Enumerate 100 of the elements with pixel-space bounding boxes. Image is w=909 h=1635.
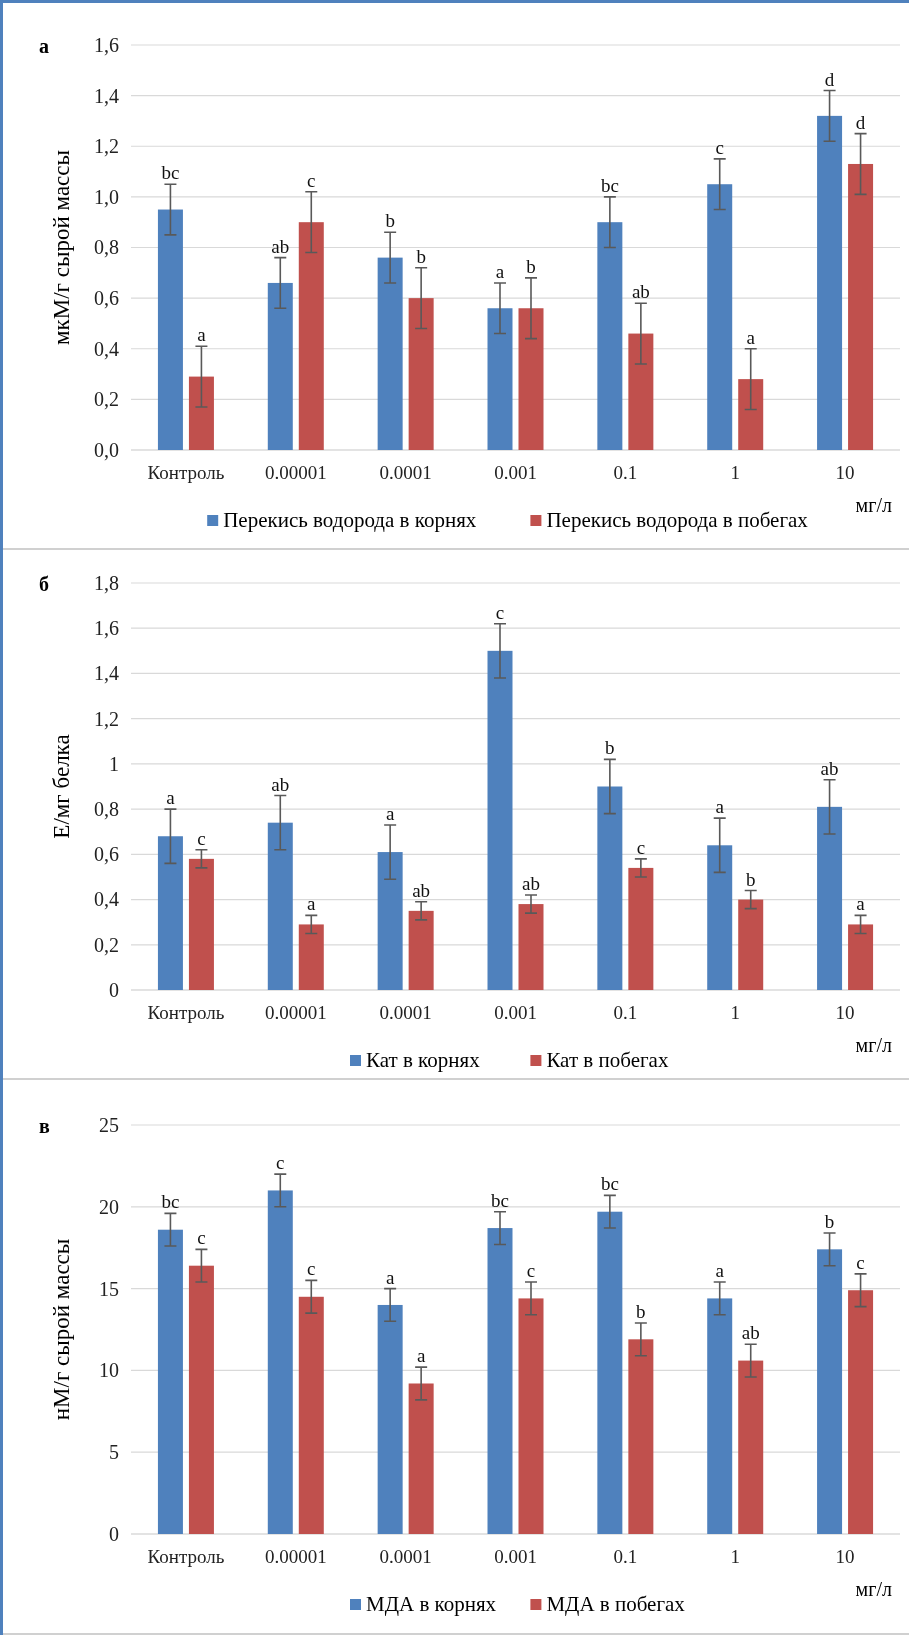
x-tick-label: 0.1: [613, 1546, 638, 1568]
x-tick-label: 0.001: [494, 462, 537, 484]
x-tick-label: 1: [730, 1546, 740, 1568]
y-tick-label: 0: [109, 1522, 119, 1545]
x-tick-label: 0.001: [494, 1546, 537, 1568]
data-label: a: [385, 802, 395, 824]
x-axis-title: мг/л: [855, 494, 893, 516]
data-label: a: [746, 326, 756, 348]
data-label: c: [526, 1260, 536, 1282]
data-label: c: [715, 136, 724, 158]
data-label: c: [197, 1227, 206, 1249]
bar: [597, 786, 623, 990]
bar: [188, 1265, 214, 1534]
data-label: c: [307, 1258, 316, 1280]
y-tick-label: 10: [99, 1359, 119, 1382]
bar: [408, 298, 434, 450]
bar: [267, 1190, 293, 1534]
data-label: a: [166, 787, 176, 809]
y-tick-label: 1,2: [94, 707, 119, 730]
data-label: bc: [491, 1189, 509, 1211]
bar: [298, 1296, 324, 1534]
data-label: b: [745, 868, 756, 890]
bar: [817, 806, 843, 990]
y-tick-label: 0,2: [94, 933, 119, 956]
bar: [738, 1360, 764, 1534]
y-tick-label: 5: [109, 1441, 119, 1464]
bar: [518, 1298, 544, 1534]
bar: [377, 257, 403, 450]
x-tick-label: Контроль: [147, 1002, 225, 1024]
data-label: ab: [271, 773, 290, 795]
bar: [628, 1339, 654, 1534]
y-tick-label: 0,6: [94, 287, 119, 310]
data-label: a: [307, 893, 317, 915]
legend-label: МДА в корнях: [366, 1592, 497, 1616]
bar: [157, 1229, 183, 1534]
bar: [848, 924, 874, 990]
x-axis-title: мг/л: [855, 1578, 893, 1600]
data-label: ab: [631, 281, 650, 303]
x-axis-title: мг/л: [855, 1034, 893, 1056]
x-tick-label: 0.0001: [379, 1546, 432, 1568]
data-label: bc: [600, 174, 619, 196]
data-label: bc: [161, 162, 180, 184]
x-tick-label: Контроль: [147, 1546, 225, 1568]
y-tick-label: 0: [109, 978, 119, 1001]
data-label: ab: [522, 873, 540, 895]
bar: [518, 904, 544, 990]
bar: [817, 115, 843, 450]
data-label: ab: [271, 235, 290, 257]
data-label: a: [715, 1260, 725, 1282]
data-label: b: [605, 737, 615, 759]
x-tick-label: 0.1: [613, 462, 638, 484]
chart-title: а: [39, 35, 49, 57]
data-label: a: [197, 324, 207, 346]
x-tick-label: Контроль: [147, 462, 225, 484]
x-tick-label: 0.0001: [379, 462, 432, 484]
y-tick-label: 20: [99, 1195, 119, 1218]
y-tick-label: 0,2: [94, 388, 119, 411]
bar: [298, 222, 324, 450]
data-label: bc: [161, 1191, 180, 1213]
y-tick-label: 1,4: [94, 662, 119, 685]
y-tick-label: 15: [99, 1277, 119, 1300]
x-tick-label: 0.1: [613, 1002, 638, 1024]
y-tick-label: 1,2: [94, 135, 119, 158]
bar: [487, 650, 513, 990]
bar: [707, 845, 733, 990]
bar: [298, 924, 324, 990]
y-axis-title: Е/мг белка: [49, 734, 74, 839]
bar: [628, 867, 654, 990]
bar: [848, 163, 874, 450]
data-label: ab: [820, 757, 839, 779]
bar: [848, 1290, 874, 1534]
y-tick-label: 1,6: [94, 617, 119, 640]
legend-label: Перекись водорода в побегах: [546, 508, 809, 532]
legend-label: МДА в побегах: [546, 1592, 686, 1616]
bar: [738, 379, 764, 450]
x-tick-label: 10: [835, 462, 855, 484]
data-label: d: [824, 68, 835, 90]
bar: [597, 1211, 623, 1534]
x-tick-label: 10: [835, 1546, 855, 1568]
bar: [267, 282, 293, 450]
data-label: a: [715, 796, 725, 818]
data-label: a: [856, 893, 866, 915]
x-tick-label: 10: [835, 1002, 855, 1024]
bar: [487, 308, 513, 450]
data-label: c: [636, 836, 646, 858]
y-tick-label: 0,8: [94, 236, 119, 259]
legend-label: Кат в корнях: [366, 1048, 481, 1072]
data-label: bc: [600, 1173, 619, 1195]
data-label: b: [385, 210, 395, 232]
y-tick-label: 1,6: [94, 33, 119, 56]
y-axis-title: нМ/г сырой массы: [49, 1238, 74, 1421]
data-label: b: [636, 1300, 646, 1322]
bar: [738, 899, 764, 990]
x-tick-label: 0.00001: [264, 462, 327, 484]
x-tick-label: 0.00001: [264, 1546, 327, 1568]
data-label: b: [526, 255, 536, 277]
bar: [157, 836, 183, 990]
y-tick-label: 1,0: [94, 185, 119, 208]
bar: [518, 308, 544, 450]
bar: [817, 1249, 843, 1534]
